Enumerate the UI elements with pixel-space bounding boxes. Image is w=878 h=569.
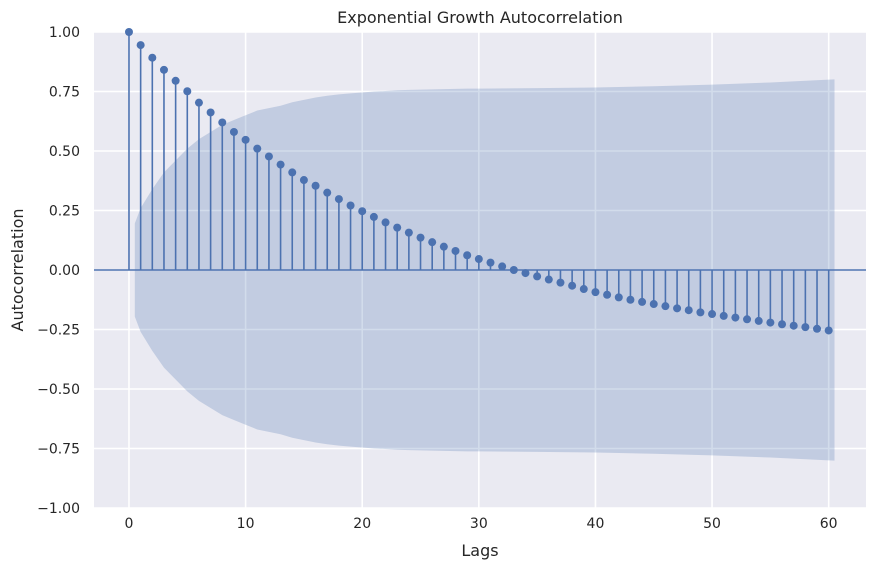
stem-marker xyxy=(591,288,600,297)
y-tick-label: 0.25 xyxy=(49,204,80,220)
stem-marker xyxy=(509,266,518,274)
stem-marker xyxy=(474,255,483,264)
grid-lines xyxy=(94,31,866,509)
stem-marker xyxy=(346,201,355,210)
stem-marker xyxy=(708,310,717,319)
stem-marker xyxy=(486,258,495,267)
stem-marker xyxy=(393,223,402,232)
stem-marker xyxy=(498,262,507,271)
stem-marker xyxy=(568,281,577,290)
stem-marker xyxy=(229,127,238,136)
stem-marker xyxy=(206,108,215,117)
stem-marker xyxy=(673,304,682,313)
x-axis-title: Lags xyxy=(461,541,498,560)
stem-marker xyxy=(661,302,670,311)
stem-marker xyxy=(241,135,250,144)
stem-marker xyxy=(649,300,658,309)
y-tick-label: 1.00 xyxy=(49,25,80,41)
y-tick-label: 0.00 xyxy=(49,263,80,279)
stem-marker xyxy=(801,323,810,332)
stem-marker xyxy=(463,251,472,260)
y-axis-ticks: −1.00 −0.75 −0.50 −0.25 0.00 0.25 0.50 0.75 1.00 xyxy=(37,25,80,517)
x-axis-ticks: 0 10 20 30 40 50 60 xyxy=(125,516,838,532)
stem-marker xyxy=(253,144,262,153)
stem-marker xyxy=(719,311,728,320)
stem-marker xyxy=(159,65,168,74)
stem-marker xyxy=(218,118,227,127)
y-tick-label: 0.50 xyxy=(49,144,80,160)
y-tick-label: −0.50 xyxy=(37,382,80,398)
stem-marker xyxy=(299,176,308,185)
stem-marker xyxy=(754,316,763,325)
stem-marker xyxy=(171,76,180,85)
stem-marker xyxy=(194,98,203,107)
y-tick-label: −0.25 xyxy=(37,323,80,339)
stem-marker xyxy=(533,272,542,281)
y-axis-title: Autocorrelation xyxy=(8,209,27,332)
stem-marker xyxy=(381,218,390,227)
stem-marker xyxy=(334,195,343,204)
stem-marker xyxy=(148,53,157,62)
stem-marker xyxy=(521,269,530,278)
stem-marker xyxy=(638,297,647,306)
y-tick-label: 0.75 xyxy=(49,85,80,101)
stem-marker xyxy=(264,152,273,161)
stem-marker xyxy=(824,326,833,335)
stem-marker xyxy=(276,160,285,169)
stem-marker xyxy=(404,228,413,237)
stem-marker xyxy=(428,238,437,247)
stem-marker xyxy=(439,242,448,251)
stem-marker xyxy=(789,321,798,330)
stem-marker xyxy=(778,320,787,329)
stem-marker xyxy=(451,246,460,255)
stem-series xyxy=(94,28,866,335)
stem-marker xyxy=(743,315,752,324)
stem-marker xyxy=(626,295,635,304)
stem-marker xyxy=(684,306,693,315)
stem-marker xyxy=(766,318,775,327)
stem-marker xyxy=(311,181,320,190)
y-tick-label: −1.00 xyxy=(37,501,80,517)
y-tick-label: −0.75 xyxy=(37,442,80,458)
stem-marker xyxy=(614,293,623,302)
stem-marker xyxy=(136,41,145,50)
x-tick-label: 20 xyxy=(353,516,371,532)
x-tick-label: 50 xyxy=(703,516,721,532)
stem-marker xyxy=(369,212,378,221)
stem-marker xyxy=(124,28,133,36)
stem-marker xyxy=(579,285,588,294)
x-tick-label: 0 xyxy=(125,516,134,532)
x-tick-label: 60 xyxy=(820,516,838,532)
stem-marker xyxy=(183,87,192,96)
stem-marker xyxy=(813,324,822,333)
chart-title: Exponential Growth Autocorrelation xyxy=(337,8,623,27)
stem-marker xyxy=(358,207,367,216)
stem-marker xyxy=(288,168,297,177)
x-tick-label: 10 xyxy=(237,516,255,532)
stem-marker xyxy=(696,308,705,317)
stem-marker xyxy=(731,313,740,322)
stem-marker xyxy=(556,278,565,287)
stem-marker xyxy=(544,275,553,284)
stem-marker xyxy=(323,188,332,197)
x-tick-label: 40 xyxy=(587,516,605,532)
stem-marker xyxy=(416,233,425,242)
x-tick-label: 30 xyxy=(470,516,488,532)
stem-marker xyxy=(603,290,612,299)
